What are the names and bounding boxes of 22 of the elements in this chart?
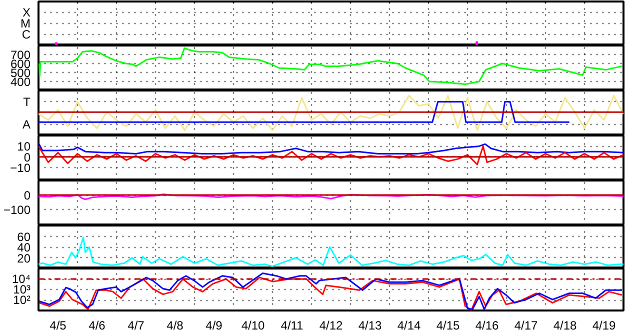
x-tick-label: 4/18 (553, 318, 578, 332)
x-tick-label: 4/9 (206, 318, 223, 332)
x-tick-label: 4/10 (241, 318, 266, 332)
x-tick-label: 4/15 (436, 318, 460, 332)
x-tick-label: 4/13 (358, 318, 382, 332)
x-tick-label: 4/12 (319, 318, 344, 332)
x-tick-label: 4/7 (128, 318, 145, 332)
y-tick-label: −100 (3, 203, 31, 218)
x-tick-label: 4/16 (475, 318, 500, 332)
y-tick-label: 0 (24, 188, 31, 203)
x-tick-label: 4/19 (592, 318, 616, 332)
x-tick-label: 4/8 (166, 318, 184, 332)
x-tick-label: 4/11 (280, 318, 304, 332)
text: T (23, 94, 32, 109)
text: M (20, 16, 31, 30)
text: X (22, 6, 31, 20)
x-tick-label: 4/17 (514, 318, 538, 332)
x-tick-label: 4/6 (88, 318, 106, 332)
x-tick-label: 4/5 (50, 318, 67, 332)
text: C (22, 28, 31, 42)
x-tick-label: 4/14 (397, 318, 422, 332)
text: A (22, 117, 31, 132)
